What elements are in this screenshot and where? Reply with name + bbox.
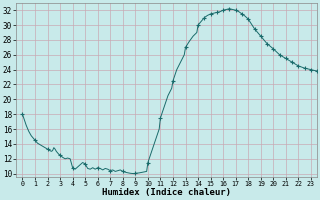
X-axis label: Humidex (Indice chaleur): Humidex (Indice chaleur) — [102, 188, 231, 197]
